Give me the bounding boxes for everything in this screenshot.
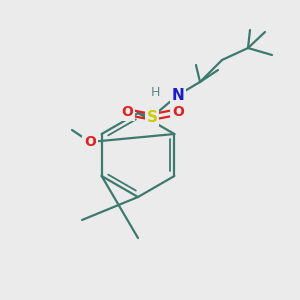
Text: S: S (146, 110, 158, 124)
Text: N: N (172, 88, 184, 103)
Text: O: O (172, 105, 184, 119)
Text: H: H (150, 85, 160, 98)
Text: O: O (121, 105, 133, 119)
Text: O: O (84, 135, 96, 149)
